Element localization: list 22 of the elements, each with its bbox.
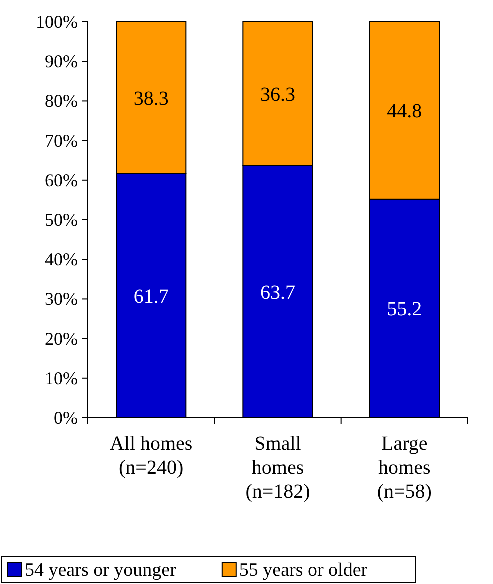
data-label: 61.7 xyxy=(134,286,169,308)
legend-label: 54 years or younger xyxy=(25,560,178,581)
y-tick-label: 60% xyxy=(45,170,78,190)
y-tick-label: 50% xyxy=(45,210,78,230)
y-tick-label: 80% xyxy=(45,91,78,112)
data-label: 55.2 xyxy=(387,298,422,321)
data-label: 63.7 xyxy=(260,282,296,304)
y-tick-label: 10% xyxy=(45,368,78,388)
y-tick-label: 20% xyxy=(45,328,78,349)
y-tick-label: 90% xyxy=(45,52,78,72)
y-tick-label: 30% xyxy=(45,289,78,310)
legend-label: 55 years or older xyxy=(239,560,368,581)
x-tick-label: All homes (n=240) xyxy=(110,433,193,479)
data-label: 44.8 xyxy=(387,100,422,123)
data-label: 36.3 xyxy=(260,84,296,106)
y-tick-label: 100% xyxy=(36,12,78,32)
y-tick-label: 40% xyxy=(45,250,78,270)
x-tick-label: Large homes (n=58) xyxy=(377,433,432,503)
data-label: 38.3 xyxy=(134,88,169,110)
x-tick-label: Small homes (n=182) xyxy=(246,433,310,503)
y-tick-label: 70% xyxy=(45,130,78,151)
y-tick-label: 0% xyxy=(54,408,78,428)
